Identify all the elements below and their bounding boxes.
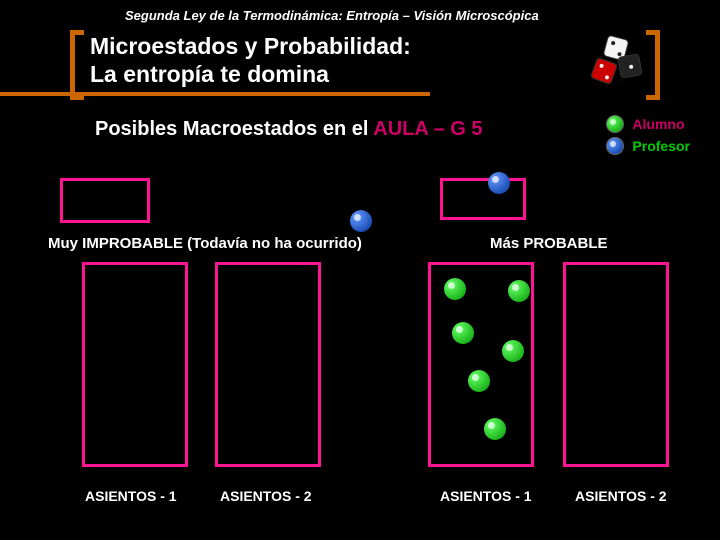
page-title: Microestados y Probabilidad: La entropía…: [90, 33, 411, 88]
student-dot: [502, 340, 524, 362]
professor-dot-right: [488, 172, 510, 194]
profesor-dot-icon: [606, 137, 624, 155]
desk-box-right: [440, 178, 526, 220]
seats-left-2: [215, 262, 321, 467]
caption-left: Muy IMPROBABLE (Todavía no ha ocurrido): [48, 235, 362, 252]
page-header: Segunda Ley de la Termodinámica: Entropí…: [125, 8, 539, 23]
seats-right-2: [563, 262, 669, 467]
legend-profesor: Profesor: [606, 137, 690, 155]
subtitle: Posibles Macroestados en el AULA – G 5: [95, 118, 483, 141]
alumno-dot-icon: [606, 115, 624, 133]
seats-left-1: [82, 262, 188, 467]
title-line-2: La entropía te domina: [90, 61, 411, 89]
student-dot: [484, 418, 506, 440]
legend-profesor-label: Profesor: [632, 138, 690, 154]
seat-label-r1: ASIENTOS - 1: [440, 488, 532, 504]
student-dot: [468, 370, 490, 392]
student-dot: [508, 280, 530, 302]
student-dot: [452, 322, 474, 344]
caption-right: Más PROBABLE: [490, 235, 608, 252]
seat-label-l1: ASIENTOS - 1: [85, 488, 177, 504]
legend-alumno-label: Alumno: [632, 116, 684, 132]
subtitle-part-1: Posibles Macroestados en el: [95, 118, 373, 140]
subtitle-part-2: AULA – G 5: [373, 118, 482, 140]
professor-dot-left: [350, 210, 372, 232]
title-underline: [0, 92, 430, 96]
student-dot: [444, 278, 466, 300]
title-line-1: Microestados y Probabilidad:: [90, 33, 411, 61]
legend: Alumno Profesor: [606, 115, 690, 159]
dice-icon: [585, 35, 645, 85]
desk-box-left: [60, 178, 150, 223]
bracket-left: [70, 30, 84, 100]
bracket-right: [646, 30, 660, 100]
seat-label-r2: ASIENTOS - 2: [575, 488, 667, 504]
seat-label-l2: ASIENTOS - 2: [220, 488, 312, 504]
legend-alumno: Alumno: [606, 115, 690, 133]
